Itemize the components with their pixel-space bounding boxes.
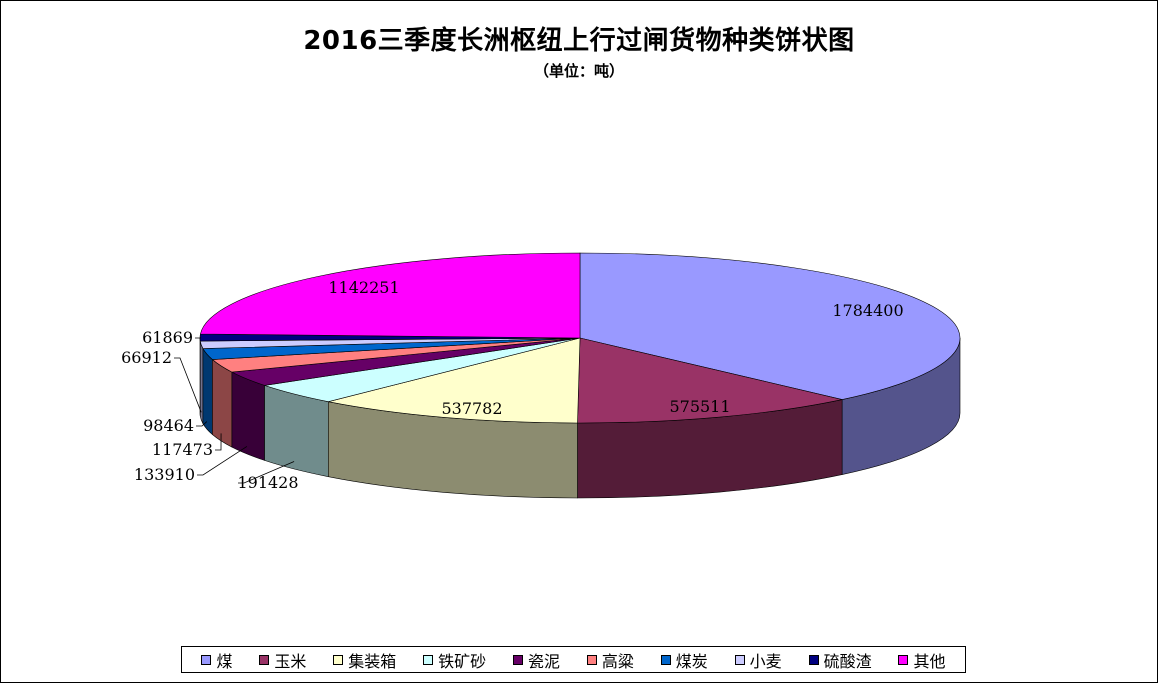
legend-label: 煤	[216, 651, 233, 671]
legend-item-硫酸渣: 硫酸渣	[808, 648, 872, 672]
legend-item-煤: 煤	[201, 648, 232, 672]
legend-label: 玉米	[274, 651, 307, 671]
data-label-小麦: 66912	[121, 348, 172, 367]
legend-label: 煤炭	[675, 651, 708, 671]
legend-label: 高粱	[601, 651, 634, 671]
data-label-煤炭: 98464	[143, 416, 194, 435]
pie-slice-玉米	[577, 337, 843, 424]
legend-label: 集装箱	[348, 651, 397, 671]
data-label-铁矿砂: 191428	[237, 473, 298, 492]
legend-swatch	[201, 654, 212, 665]
legend-swatch	[333, 654, 344, 665]
leader-lines	[174, 337, 295, 484]
pie-slice-集装箱	[328, 337, 581, 424]
data-label-瓷泥: 133910	[134, 465, 195, 484]
legend-item-玉米: 玉米	[259, 648, 306, 672]
legend-label: 小麦	[749, 651, 782, 671]
legend-label: 瓷泥	[528, 651, 561, 671]
legend-item-其他: 其他	[898, 648, 945, 672]
leader-line-煤炭	[196, 421, 208, 427]
legend-item-高粱: 高粱	[586, 648, 634, 672]
pie-side-瓷泥	[231, 371, 265, 461]
leader-line-铁矿砂	[238, 461, 295, 484]
legend-label: 铁矿砂	[438, 651, 487, 671]
data-label-煤: 1784400	[832, 301, 903, 320]
legend-swatch	[808, 654, 819, 665]
leader-line-高粱	[215, 433, 222, 451]
legend-item-煤炭: 煤炭	[660, 648, 708, 672]
leader-line-瓷泥	[197, 446, 248, 476]
pie-side-高粱	[212, 358, 233, 448]
chart-subtitle: （单位：吨）	[533, 62, 624, 80]
legend-swatch	[660, 654, 671, 665]
pie-tops	[199, 252, 961, 424]
legend-item-铁矿砂: 铁矿砂	[423, 648, 486, 672]
data-label-玉米: 575511	[669, 397, 730, 416]
legend-item-瓷泥: 瓷泥	[513, 648, 560, 672]
legend-swatch	[259, 654, 270, 665]
pie-slice-煤	[579, 252, 961, 400]
legend-swatch	[423, 654, 434, 665]
leader-line-小麦	[174, 357, 202, 413]
legend-label: 其他	[913, 651, 946, 671]
data-label-高粱: 117473	[152, 440, 213, 459]
data-label-硫酸渣: 61869	[142, 328, 193, 347]
legend-swatch	[513, 654, 523, 665]
legend-item-小麦: 小麦	[734, 648, 782, 672]
data-label-其他: 1142251	[328, 278, 399, 297]
legend: 煤 玉米 集装箱 铁矿砂 瓷泥 高粱 煤炭 小麦 硫酸渣 其他	[181, 646, 966, 673]
pie-slice-其他	[200, 252, 581, 339]
chart-title: 2016三季度长洲枢纽上行过闸货物种类饼状图	[303, 26, 855, 56]
legend-item-集装箱: 集装箱	[333, 648, 396, 672]
pie-side-煤炭	[202, 347, 213, 436]
data-label-集装箱: 537782	[441, 399, 502, 418]
data-labels: 1784400 575511 537782 191428 133910 117473 984…	[121, 278, 904, 492]
legend-label: 硫酸渣	[823, 651, 872, 671]
pie-sides	[199, 337, 961, 499]
legend-swatch	[734, 654, 745, 665]
legend-swatch	[898, 654, 909, 665]
legend-swatch	[586, 654, 597, 665]
